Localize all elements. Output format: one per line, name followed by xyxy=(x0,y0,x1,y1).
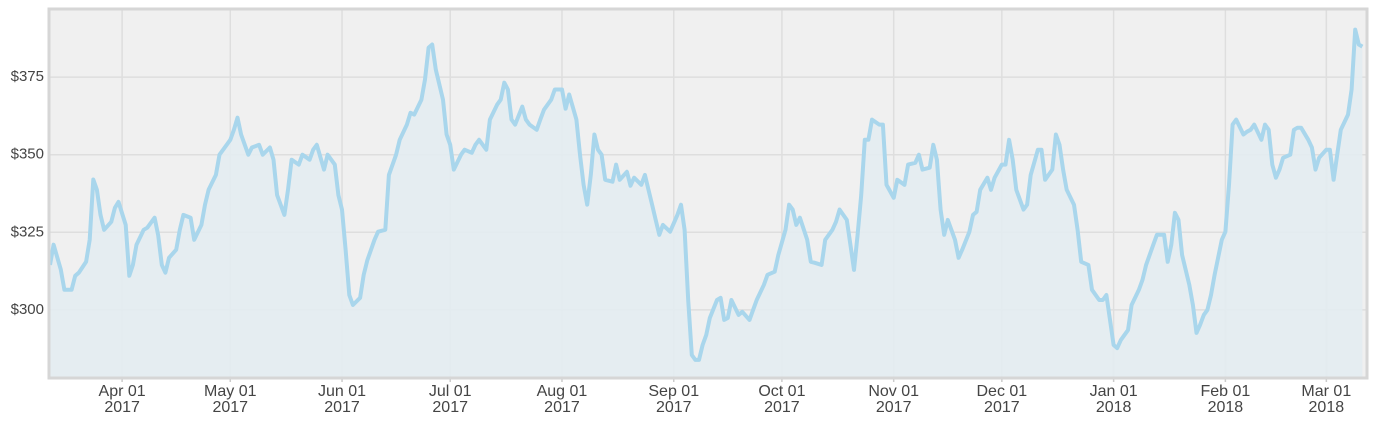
x-tick-label: Jul 01 2017 xyxy=(428,383,472,416)
x-tick-label: Jan 01 2018 xyxy=(1089,383,1138,416)
x-tick-label: May 01 2017 xyxy=(204,383,257,416)
x-tick-label: Apr 01 2017 xyxy=(98,383,146,416)
x-tick-label: Nov 01 2017 xyxy=(868,383,920,416)
plot-border xyxy=(47,7,1369,380)
x-tick-label: Feb 01 2018 xyxy=(1200,383,1251,416)
area-fill xyxy=(50,29,1363,377)
y-tick-label: $325 xyxy=(11,223,44,240)
x-tick-label: Dec 01 2017 xyxy=(976,383,1028,416)
price-line xyxy=(48,27,1364,362)
x-tick-label: Aug 01 2017 xyxy=(536,383,588,416)
y-tick-label: $300 xyxy=(11,301,44,318)
y-tick-label: $350 xyxy=(11,146,44,163)
x-tick-label: Oct 01 2017 xyxy=(758,383,806,416)
x-tick-label: Jun 01 2017 xyxy=(318,383,367,416)
y-tick-label: $375 xyxy=(11,68,44,85)
x-tick-label: Mar 01 2018 xyxy=(1301,383,1352,416)
x-tick-label: Sep 01 2017 xyxy=(648,383,700,416)
